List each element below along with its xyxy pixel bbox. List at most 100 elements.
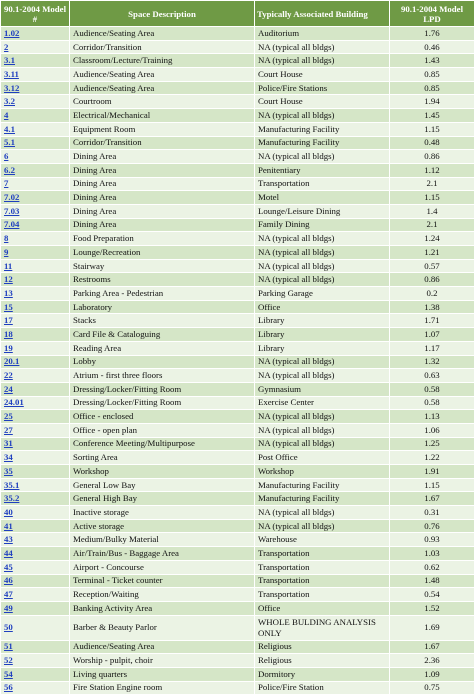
table-row: 13 Parking Area - Pedestrian Parking Garag…: [0, 286, 474, 301]
typical-building-cell: Library: [254, 313, 390, 329]
model-number-link[interactable]: 43: [4, 534, 13, 545]
model-number-link[interactable]: 22: [4, 370, 13, 381]
typical-building-cell: Family Dining: [254, 217, 390, 233]
space-description-cell: Audience/Seating Area: [69, 639, 255, 655]
model-number-cell: 49: [0, 600, 70, 616]
model-number-cell: 20.1: [0, 354, 70, 370]
model-number-link[interactable]: 8: [4, 233, 9, 244]
model-number-link[interactable]: 56: [4, 682, 13, 693]
model-lpd-cell: 1.15: [389, 121, 474, 137]
model-number-link[interactable]: 35.1: [4, 479, 20, 490]
model-number-link[interactable]: 24: [4, 383, 13, 394]
model-number-link[interactable]: 2: [4, 41, 9, 52]
model-number-link[interactable]: 34: [4, 452, 13, 463]
model-lpd-cell: 1.22: [389, 450, 474, 465]
model-number-link[interactable]: 3.1: [4, 55, 15, 66]
model-number-link[interactable]: 41: [4, 520, 13, 531]
table-row: 15 Laboratory Office 1.38: [0, 299, 474, 315]
typical-building-cell: Exercise Center: [254, 395, 390, 411]
model-number-link[interactable]: 13: [4, 287, 13, 298]
model-number-cell: 47: [0, 587, 70, 602]
model-lpd-cell: 1.09: [389, 666, 474, 682]
model-number-link[interactable]: 3.2: [4, 96, 15, 107]
model-number-cell: 3.12: [0, 80, 70, 96]
model-number-link[interactable]: 27: [4, 424, 13, 435]
model-number-link[interactable]: 7.04: [4, 219, 20, 230]
typical-building-cell: NA (typical all bldgs): [254, 231, 390, 246]
typical-building-cell: Auditorium: [254, 26, 390, 41]
space-description-cell: Reading Area: [69, 340, 255, 356]
model-number-cell: 6.2: [0, 162, 70, 178]
model-number-link[interactable]: 20.1: [4, 356, 20, 367]
model-number-link[interactable]: 19: [4, 342, 13, 353]
table-row: 54 Living quarters Dormitory 1.09: [0, 666, 474, 682]
model-number-link[interactable]: 45: [4, 561, 13, 572]
model-number-link[interactable]: 12: [4, 274, 13, 285]
model-number-link[interactable]: 51: [4, 641, 13, 652]
typical-building-cell: Religious: [254, 639, 390, 655]
space-description-cell: Dining Area: [69, 162, 255, 178]
space-description-cell: Parking Area - Pedestrian: [69, 286, 255, 301]
space-description-cell: Terminal - Ticket counter: [69, 573, 255, 589]
model-number-link[interactable]: 5.1: [4, 137, 15, 148]
model-number-link[interactable]: 44: [4, 547, 13, 558]
model-number-cell: 35: [0, 464, 70, 479]
model-number-link[interactable]: 9: [4, 246, 9, 257]
model-number-link[interactable]: 54: [4, 668, 13, 679]
model-number-link[interactable]: 15: [4, 301, 13, 312]
space-description-cell: Laboratory: [69, 299, 255, 315]
model-number-link[interactable]: 49: [4, 602, 13, 613]
model-number-link[interactable]: 24.01: [4, 397, 24, 408]
model-number-link[interactable]: 11: [4, 260, 13, 271]
table-row: 6 Dining Area NA (typical all bldgs) 0.86: [0, 149, 474, 164]
model-lpd-cell: 1.69: [389, 614, 474, 641]
table-row: 7.02 Dining Area Motel 1.15: [0, 190, 474, 205]
model-number-link[interactable]: 6: [4, 151, 9, 162]
typical-building-cell: Motel: [254, 190, 390, 205]
typical-building-cell: Post Office: [254, 450, 390, 465]
model-number-link[interactable]: 6.2: [4, 164, 15, 175]
model-number-link[interactable]: 3.11: [4, 68, 19, 79]
model-lpd-cell: 0.46: [389, 39, 474, 55]
model-number-cell: 35.2: [0, 491, 70, 507]
model-number-link[interactable]: 50: [4, 622, 13, 633]
model-number-link[interactable]: 46: [4, 575, 13, 586]
model-number-link[interactable]: 35.2: [4, 493, 20, 504]
model-number-link[interactable]: 18: [4, 328, 13, 339]
typical-building-cell: Gymnasium: [254, 381, 390, 397]
model-number-link[interactable]: 35: [4, 465, 13, 476]
model-lpd-cell: 1.32: [389, 354, 474, 370]
model-number-link[interactable]: 47: [4, 589, 13, 600]
model-lpd-cell: 1.38: [389, 299, 474, 315]
model-number-link[interactable]: 7.02: [4, 192, 20, 203]
typical-building-cell: Transportation: [254, 559, 390, 575]
space-description-cell: Atrium - first three floors: [69, 368, 255, 383]
space-description-cell: Equipment Room: [69, 121, 255, 137]
model-number-link[interactable]: 31: [4, 438, 13, 449]
model-number-link[interactable]: 7: [4, 178, 9, 189]
typical-building-cell: Library: [254, 327, 390, 342]
table-row: 2 Corridor/Transition NA (typical all bldg…: [0, 39, 474, 55]
model-number-link[interactable]: 3.12: [4, 82, 20, 93]
table-row: 3.2 Courtroom Court House 1.94: [0, 94, 474, 110]
typical-building-cell: NA (typical all bldgs): [254, 409, 390, 424]
model-number-cell: 11: [0, 258, 70, 274]
model-number-link[interactable]: 52: [4, 655, 13, 666]
model-number-cell: 5.1: [0, 135, 70, 151]
model-lpd-cell: 0.54: [389, 587, 474, 602]
space-description-cell: Dining Area: [69, 190, 255, 205]
model-number-link[interactable]: 4: [4, 109, 9, 120]
model-lpd-cell: 0.75: [389, 680, 474, 696]
model-lpd-cell: 1.07: [389, 327, 474, 342]
model-number-link[interactable]: 4.1: [4, 123, 15, 134]
model-number-cell: 9: [0, 245, 70, 260]
model-number-link[interactable]: 40: [4, 506, 13, 517]
model-lpd-cell: 1.06: [389, 422, 474, 438]
model-lpd-cell: 1.25: [389, 436, 474, 452]
model-number-link[interactable]: 17: [4, 315, 13, 326]
model-number-link[interactable]: 25: [4, 411, 13, 422]
table-row: 12 Restrooms NA (typical all bldgs) 0.86: [0, 272, 474, 288]
model-number-link[interactable]: 7.03: [4, 205, 20, 216]
space-description-cell: Workshop: [69, 464, 255, 479]
model-number-link[interactable]: 1.02: [4, 27, 20, 38]
